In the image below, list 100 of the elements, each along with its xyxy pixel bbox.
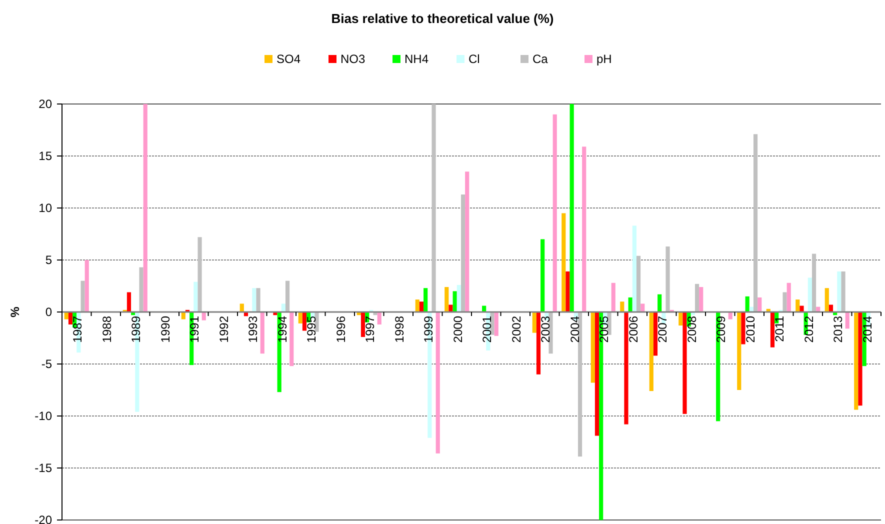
- x-tick-label: 1988: [100, 316, 114, 343]
- bar: [532, 312, 536, 333]
- bar: [198, 237, 202, 312]
- bar: [281, 304, 286, 312]
- bar: [298, 312, 302, 324]
- bar: [570, 104, 574, 312]
- bar: [737, 312, 742, 390]
- bar: [628, 297, 632, 312]
- x-tick-label: 2003: [538, 316, 553, 343]
- bar: [460, 194, 466, 312]
- x-tick-label: 2014: [860, 316, 874, 343]
- x-tick-label: 1994: [275, 316, 290, 343]
- x-tick-label: 1989: [129, 316, 144, 343]
- bar: [632, 226, 636, 312]
- bar: [240, 304, 244, 312]
- bar: [80, 280, 85, 312]
- bar: [314, 312, 319, 332]
- x-tick-label: 1996: [334, 316, 348, 343]
- x-tick-label: 2000: [450, 316, 465, 343]
- bar: [828, 304, 834, 312]
- bar: [260, 312, 264, 354]
- bar: [494, 312, 498, 336]
- x-tick-label: 1993: [246, 316, 260, 343]
- bar: [636, 256, 641, 312]
- bar: [594, 312, 600, 436]
- bar: [653, 312, 658, 356]
- y-tick-label: -10: [34, 409, 52, 423]
- bar: [824, 288, 829, 312]
- bar: [678, 312, 683, 326]
- bar: [436, 312, 440, 454]
- x-tick-label: 2002: [509, 316, 524, 343]
- x-tick-label: 1999: [422, 316, 436, 343]
- bar: [552, 114, 557, 312]
- bar: [540, 239, 545, 312]
- bar: [649, 312, 654, 392]
- chart-title: Bias relative to theoretical value (%): [331, 11, 554, 26]
- y-axis-title: %: [8, 306, 22, 318]
- x-tick-label: 2004: [568, 316, 582, 343]
- bar: [745, 296, 750, 312]
- bar: [741, 312, 746, 344]
- x-tick-label: 2008: [684, 316, 699, 343]
- bar: [699, 287, 704, 312]
- bar: [658, 294, 662, 312]
- bar: [536, 312, 541, 374]
- bar: [812, 254, 816, 312]
- bar: [290, 312, 294, 366]
- bar: [786, 282, 791, 312]
- bar: [377, 312, 382, 324]
- x-tick-label: 2006: [626, 316, 640, 343]
- bar: [854, 312, 858, 410]
- bar: [845, 312, 850, 329]
- legend-label: SO4: [276, 52, 301, 66]
- bar: [126, 292, 132, 312]
- bar: [624, 312, 628, 424]
- x-tick-label: 2005: [597, 316, 612, 343]
- bar: [808, 278, 812, 312]
- bar: [858, 312, 862, 406]
- bar: [758, 297, 762, 312]
- bar: [448, 304, 453, 312]
- bar: [452, 291, 457, 312]
- bar: [562, 213, 566, 312]
- legend-label: Cl: [468, 52, 480, 66]
- bar: [590, 312, 595, 383]
- bar: [620, 302, 624, 312]
- bar: [360, 312, 366, 337]
- bar: [682, 312, 687, 414]
- bar: [415, 300, 420, 312]
- bar: [424, 288, 428, 312]
- bar: [143, 104, 148, 312]
- bar: [194, 282, 198, 312]
- bar: [578, 312, 582, 457]
- bar: [582, 146, 586, 312]
- x-tick-label: 1995: [304, 316, 319, 343]
- bar: [444, 287, 449, 312]
- y-tick-label: 10: [38, 201, 52, 215]
- bar: [782, 292, 787, 312]
- legend-label: Ca: [532, 52, 548, 66]
- x-tick-label: 1987: [70, 316, 85, 343]
- x-tick-label: 2007: [656, 316, 670, 343]
- y-tick-label: 20: [38, 97, 52, 111]
- y-tick-label: -15: [34, 461, 52, 475]
- bar: [611, 282, 616, 312]
- x-tick-label: 2009: [714, 316, 728, 343]
- y-tick-label: -20: [34, 513, 52, 524]
- bar: [419, 302, 424, 312]
- y-tick-label: -5: [41, 357, 52, 371]
- bar: [694, 284, 700, 312]
- bar: [566, 271, 570, 312]
- bar: [800, 306, 804, 312]
- bar: [256, 288, 260, 312]
- bar: [666, 246, 670, 312]
- bar: [796, 300, 800, 312]
- y-tick-label: 5: [45, 253, 52, 267]
- bar: [770, 312, 775, 348]
- bar: [640, 304, 645, 312]
- legend-label: NO3: [340, 52, 366, 66]
- bar: [84, 260, 89, 312]
- x-tick-label: 1990: [158, 316, 172, 343]
- x-tick-label: 1997: [363, 316, 378, 343]
- x-tick-label: 1998: [392, 316, 406, 343]
